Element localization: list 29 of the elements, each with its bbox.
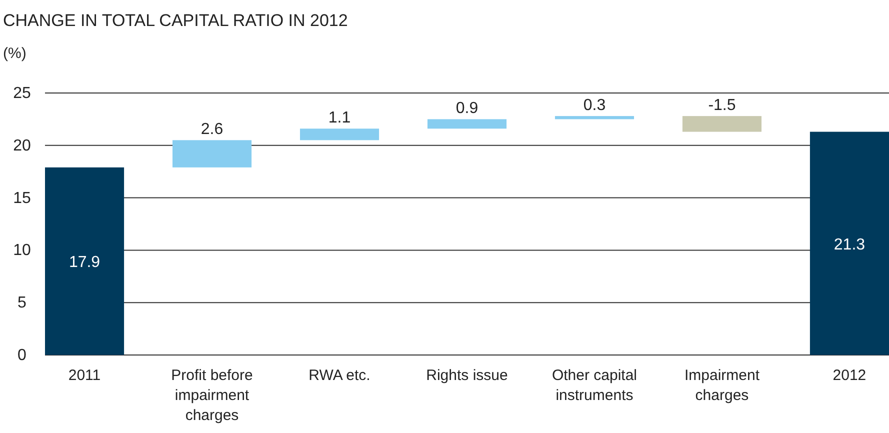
data-label: 0.3 bbox=[583, 97, 606, 114]
y-tick-label: 5 bbox=[18, 294, 27, 312]
y-tick-label: 25 bbox=[13, 85, 31, 102]
bar bbox=[682, 116, 762, 132]
data-label: 2.6 bbox=[200, 121, 224, 138]
x-tick-label: Impairment charges bbox=[684, 367, 760, 404]
y-tick-label: 0 bbox=[18, 347, 27, 364]
bar bbox=[427, 119, 507, 129]
y-axis-title: (%) bbox=[3, 45, 26, 62]
bar bbox=[172, 140, 252, 168]
data-label: 1.1 bbox=[328, 110, 351, 127]
x-tick-label: Rights issue bbox=[426, 367, 508, 384]
chart-title: CHANGE IN TOTAL CAPITAL RATIO IN 2012 bbox=[3, 11, 348, 30]
y-tick-label: 20 bbox=[13, 137, 31, 154]
data-label: 17.9 bbox=[68, 254, 100, 272]
data-label: 0.9 bbox=[456, 100, 478, 118]
x-tick-label: Other capital instruments bbox=[552, 367, 638, 404]
x-tick-label: RWA etc. bbox=[308, 367, 370, 384]
data-label: 21.3 bbox=[834, 236, 866, 254]
data-label: -1.5 bbox=[708, 97, 736, 114]
x-tick-label: 2011 bbox=[68, 367, 101, 384]
x-tick-label: 2012 bbox=[832, 367, 866, 384]
bar bbox=[554, 116, 634, 120]
x-tick-label: Profit before impairment charges bbox=[171, 367, 253, 424]
bar bbox=[45, 167, 124, 355]
y-tick-label: 15 bbox=[13, 190, 31, 207]
bar bbox=[300, 128, 380, 140]
y-tick-label: 10 bbox=[13, 242, 31, 260]
bar bbox=[810, 132, 889, 355]
